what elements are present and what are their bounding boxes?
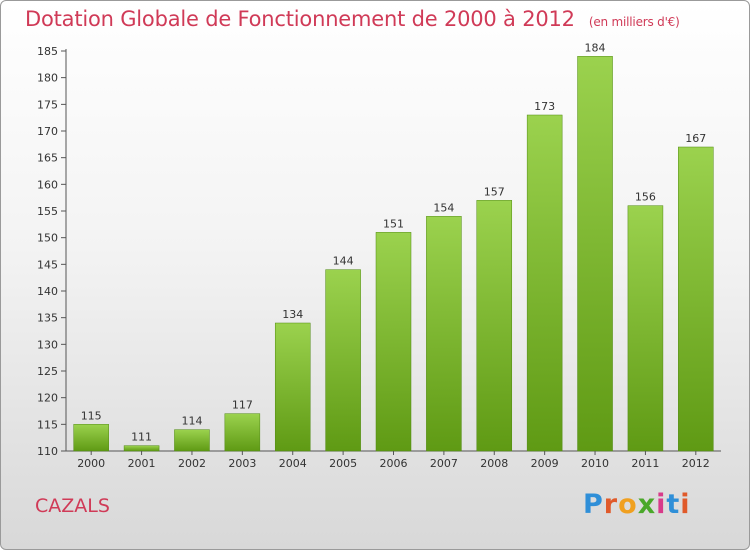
logo-letter: x <box>637 489 657 520</box>
data-label: 154 <box>433 201 454 214</box>
y-tick-label: 115 <box>37 418 58 431</box>
bar-2011 <box>627 205 664 452</box>
x-tick-label: 2003 <box>228 457 256 470</box>
bar-2000 <box>73 424 109 452</box>
y-tick-label: 160 <box>37 178 58 191</box>
y-tick-label: 130 <box>37 338 58 351</box>
chart-title-text: Dotation Globale de Fonctionnement de 20… <box>25 7 575 31</box>
bar-2007 <box>426 216 462 452</box>
x-tick-label: 2007 <box>430 457 458 470</box>
y-tick-label: 180 <box>37 72 58 85</box>
data-label: 157 <box>484 185 505 198</box>
logo-letter: i <box>656 489 667 520</box>
y-tick-label: 165 <box>37 152 58 165</box>
bar-2005 <box>325 269 361 452</box>
x-tick-label: 2011 <box>631 457 659 470</box>
bar-2006 <box>375 232 412 452</box>
data-label: 167 <box>685 132 706 145</box>
data-label: 156 <box>635 191 656 204</box>
x-tick-label: 2005 <box>329 457 357 470</box>
logo-letter: P <box>583 489 604 520</box>
x-tick-label: 2002 <box>178 457 206 470</box>
y-tick-label: 150 <box>37 232 58 245</box>
y-tick-label: 155 <box>37 205 58 218</box>
x-tick-label: 2010 <box>581 457 609 470</box>
data-label: 114 <box>181 415 202 428</box>
y-tick-label: 110 <box>37 445 58 458</box>
x-tick-label: 2006 <box>380 457 408 470</box>
y-tick-label: 170 <box>37 125 58 138</box>
x-tick-label: 2000 <box>77 457 105 470</box>
data-label: 184 <box>585 41 606 54</box>
proxiti-logo[interactable]: Proxiti <box>583 489 691 520</box>
y-tick-label: 125 <box>37 365 58 378</box>
bar-2003 <box>224 413 261 452</box>
logo-letter: i <box>680 489 691 520</box>
bar-2008 <box>476 200 513 452</box>
x-tick-label: 2001 <box>128 457 156 470</box>
logo-letter: o <box>618 489 638 520</box>
bar-2010 <box>577 56 613 452</box>
bar-2009 <box>526 114 563 452</box>
data-label: 144 <box>333 255 354 268</box>
data-label: 115 <box>81 409 102 422</box>
y-tick-label: 140 <box>37 285 58 298</box>
unit-note: (en milliers d'€) <box>588 15 680 29</box>
y-tick-label: 135 <box>37 312 58 325</box>
logo-letter: r <box>603 489 619 520</box>
commune-name: CAZALS <box>35 495 110 517</box>
y-tick-label: 120 <box>37 392 58 405</box>
data-label: 173 <box>534 100 555 113</box>
bar-2001 <box>123 445 160 452</box>
data-label: 117 <box>232 399 253 412</box>
bar-2012 <box>678 146 714 452</box>
y-tick-label: 145 <box>37 258 58 271</box>
data-label: 151 <box>383 217 404 230</box>
x-tick-label: 2008 <box>480 457 508 470</box>
y-tick-label: 175 <box>37 98 58 111</box>
x-tick-label: 2009 <box>531 457 559 470</box>
data-label: 134 <box>282 308 303 321</box>
bar-2002 <box>174 429 210 452</box>
x-tick-label: 2012 <box>682 457 710 470</box>
chart-title: Dotation Globale de Fonctionnement de 20… <box>25 7 680 31</box>
x-tick-label: 2004 <box>279 457 307 470</box>
logo-letter: t <box>666 489 681 520</box>
bar-2004 <box>274 322 311 452</box>
data-label: 111 <box>131 431 152 444</box>
y-tick-label: 185 <box>37 45 58 58</box>
